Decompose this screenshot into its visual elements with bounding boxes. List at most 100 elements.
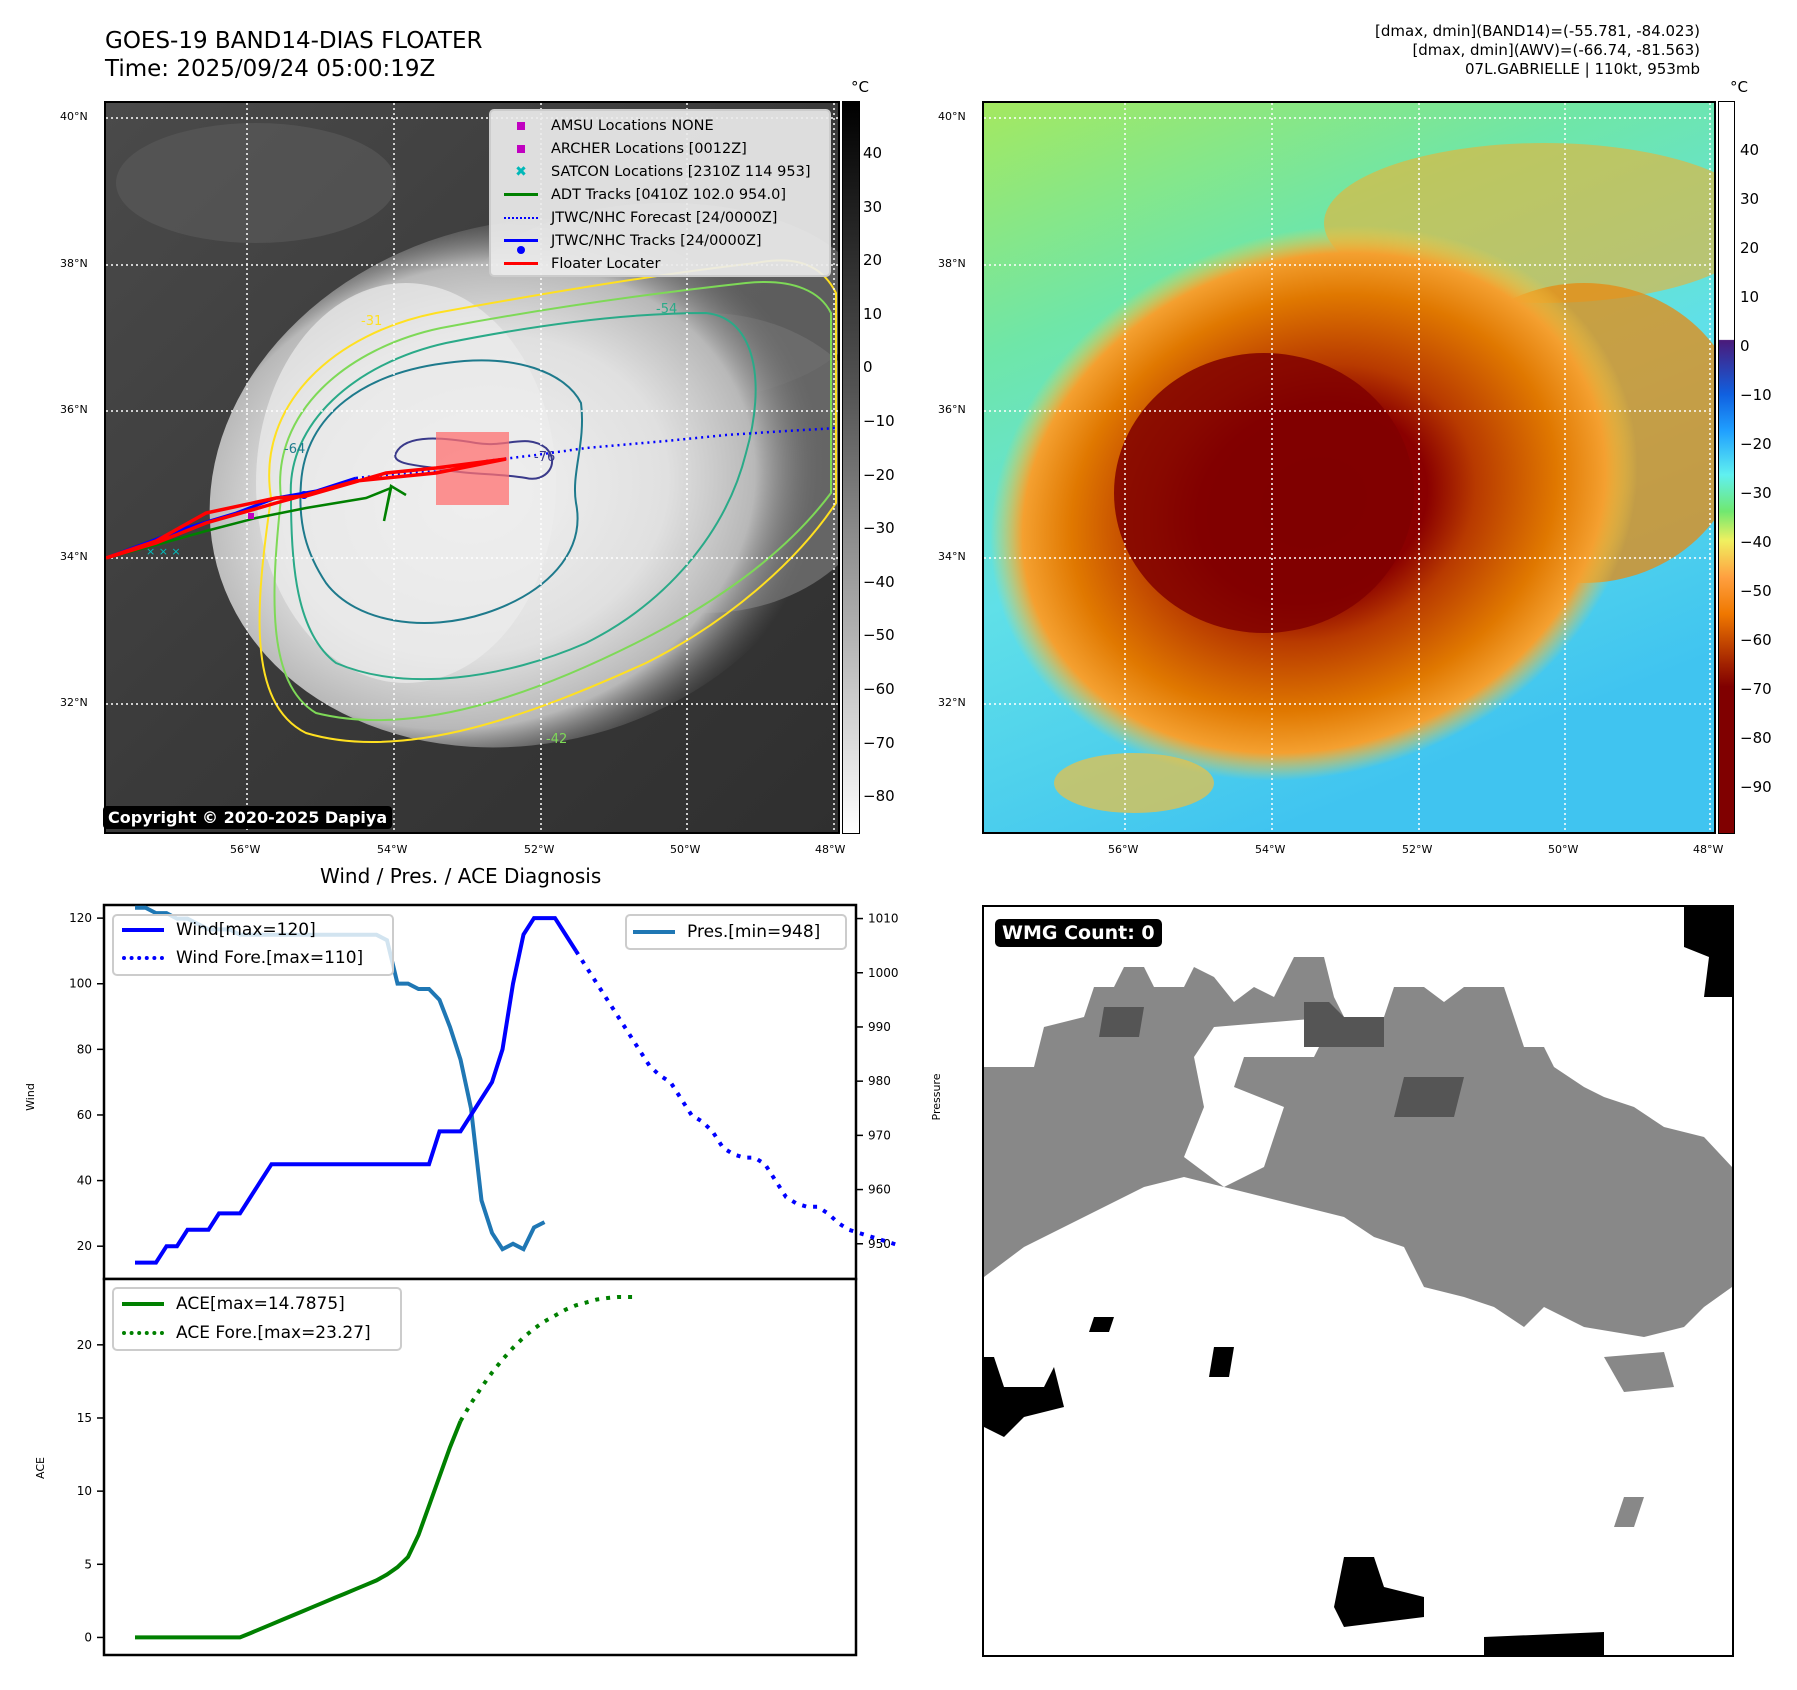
y-tick-label: 80 [77,1042,92,1056]
lon-tick: 52°W [1402,843,1433,856]
legend-label: AMSU Locations NONE [551,117,714,134]
ir-map-panel: -31 -42 -54 -64 -76 × × × AMSU Locations… [104,101,840,834]
legend-label: JTWC/NHC Tracks [24/0000Z] [551,232,762,249]
colorbar-tick: −40 [863,572,895,591]
colorbar-tick: −10 [863,412,895,430]
ace-plot: 20 15 10 5 0 [77,1295,640,1644]
legend-label: SATCON Locations [2310Z 114 953] [551,163,811,180]
cloud-band [1054,753,1214,813]
wind-forecast-line [574,949,903,1249]
dotted-line-icon [122,1330,164,1335]
map-legend: AMSU Locations NONE ARCHER Locations [00… [489,109,831,277]
wmg-panel [982,905,1734,1657]
title-timestamp: Time: 2025/09/24 05:00:19Z [105,56,436,82]
solid-line-icon [491,262,551,265]
colorbar-tick: −70 [863,733,895,752]
legend-item-amsu: AMSU Locations NONE [491,114,829,137]
wmg-region-black [1684,907,1732,997]
square-marker-icon [491,144,551,153]
lon-tick: 56°W [1108,843,1139,856]
wmg-region-black [1089,1317,1114,1332]
legend-item-ace: ACE[max=14.7875] [114,1289,400,1318]
pressure-axis-label: Pressure [930,1073,943,1120]
y-tick-label: 60 [77,1108,92,1122]
solid-line-icon [122,928,164,932]
enhanced-map-panel [982,101,1716,834]
lat-tick: 36°N [938,403,966,416]
legend-label: Floater Locater [551,255,661,272]
legend-label: ADT Tracks [0410Z 102.0 954.0] [551,186,787,203]
colorbar-tick: −80 [1740,729,1772,747]
figure-title: GOES-19 BAND14-DIAS FLOATER Time: 2025/09… [105,27,483,83]
colorbar-tick: 0 [1740,337,1750,355]
colorbar-tick: −10 [1740,386,1772,404]
legend-item-forecast: JTWC/NHC Forecast [24/0000Z] [491,206,829,229]
pressure-legend: Pres.[min=948] [625,914,847,950]
copyright-label: Copyright © 2020-2025 Dapiya [103,806,393,829]
legend-item-adt: ADT Tracks [0410Z 102.0 954.0] [491,183,829,206]
storm-intensity: 07L.GABRIELLE | 110kt, 953mb [1465,60,1700,78]
legend-label: ACE Fore.[max=23.27] [176,1322,371,1343]
lon-tick: 52°W [524,843,555,856]
cloud-band [116,123,396,243]
lon-tick: 56°W [230,843,261,856]
contour-label: -31 [361,314,382,329]
dotted-line-icon [491,216,551,219]
contour-label: -64 [284,442,305,457]
storm-core [256,283,556,683]
colorbar-tick: 10 [863,304,883,323]
title-line-1: GOES-19 BAND14-DIAS FLOATER [105,28,483,54]
colorbar-tick: 0 [863,358,873,377]
y-right-tick-label: 1010 [868,912,899,926]
y-tick-label: 10 [77,1484,92,1498]
lat-tick: 32°N [938,696,966,709]
colorbar-tick: −20 [1740,435,1772,453]
lon-tick: 48°W [1693,843,1724,856]
colorbar-tick: −80 [863,787,895,806]
y-tick-label: 40 [77,1174,92,1188]
legend-item-wind-forecast: Wind Fore.[max=110] [114,944,392,972]
legend-label: Wind[max=120] [176,920,316,940]
colorbar-tick: −50 [863,626,895,645]
adt-track-line [106,484,407,560]
storm-core [1114,353,1414,633]
floater-box [436,432,509,505]
y-tick-label: 100 [69,977,92,991]
contour-minus-54 [289,311,757,681]
wmg-region-dark [1394,1077,1464,1117]
wmg-region-dark [1099,1007,1144,1037]
band14-range: [dmax, dmin](BAND14)=(-55.781, -84.023) [1375,22,1700,40]
contour-label: -76 [534,450,555,465]
colorbar-tick: 20 [863,251,883,270]
solid-line-icon [491,193,551,196]
legend-item-pressure: Pres.[min=948] [627,916,845,948]
map-gridlines [984,103,1714,832]
wmg-gap [1004,1037,1034,1067]
lon-tick: 54°W [1255,843,1286,856]
ace-line [135,1420,463,1640]
lat-tick: 36°N [60,403,88,416]
dotted-line-icon [122,956,164,960]
colorbar-tick: −70 [1740,680,1772,698]
color-colorbar [1718,101,1735,834]
lon-tick: 48°W [815,843,846,856]
lat-tick: 38°N [60,257,88,270]
y-right-tick-label: 990 [868,1020,891,1034]
diagnosis-title: Wind / Pres. / ACE Diagnosis [320,864,602,888]
wmg-region-dark [1304,1002,1384,1047]
legend-label: Wind Fore.[max=110] [176,948,364,968]
ace-legend: ACE[max=14.7875] ACE Fore.[max=23.27] [112,1287,402,1351]
lon-tick: 50°W [1548,843,1579,856]
wind-axis-label: Wind [24,1083,37,1111]
colorbar-unit: °C [851,78,869,96]
grayscale-colorbar [842,101,860,834]
lat-tick: 38°N [938,257,966,270]
wind-line [135,916,578,1265]
colorbar-unit: °C [1730,78,1748,96]
legend-item-tracks: JTWC/NHC Tracks [24/0000Z] [491,229,829,255]
contour-label: -42 [546,732,567,747]
y-right-tick-label: 980 [868,1074,891,1088]
legend-label: JTWC/NHC Forecast [24/0000Z] [551,209,778,226]
colorbar-tick: −60 [863,680,895,698]
